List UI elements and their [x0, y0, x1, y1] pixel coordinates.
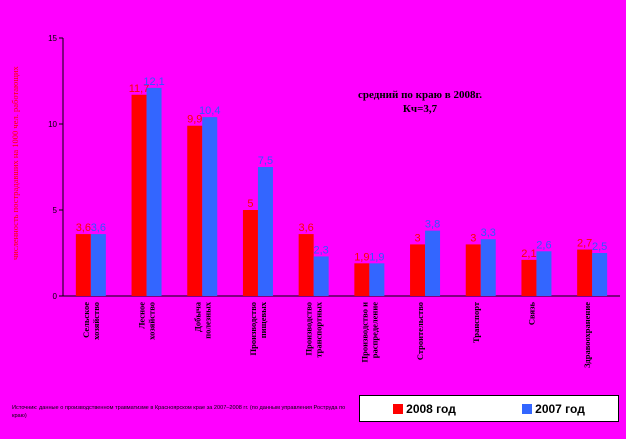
bar-2007	[369, 263, 385, 296]
y-tick-label: 15	[48, 34, 57, 43]
bar-2007	[536, 251, 552, 296]
x-tick-label-line: Транспорт	[471, 301, 481, 343]
x-tick-label-line: транспортных	[314, 301, 324, 357]
chart-legend: 2008 год 2007 год	[359, 395, 619, 422]
bar-2007	[257, 167, 273, 296]
bar-label-2008: 3	[414, 232, 420, 244]
bar-label-2008: 1,9	[354, 251, 369, 263]
bar-label-2008: 3	[470, 232, 476, 244]
x-tick-label-line: полезных	[202, 301, 212, 339]
bar-label-2007: 1,9	[369, 251, 384, 263]
x-tick-label-line: Добыча	[192, 301, 202, 332]
bar-2007	[592, 253, 608, 296]
x-tick-label: Лесноехозяйство	[137, 302, 157, 340]
bar-label-2008: 11,7	[129, 83, 150, 95]
x-tick-label: Строительство	[415, 302, 425, 360]
x-tick-label: Связь	[526, 302, 536, 326]
bar-2007	[425, 230, 441, 296]
x-tick-label-line: распределение	[369, 302, 379, 358]
x-tick-label-line: хозяйство	[91, 302, 101, 340]
bar-label-2007: 3,3	[481, 227, 496, 239]
source-note: Источник: данные о производственном трав…	[12, 405, 346, 419]
bar-label-2007: 3,8	[425, 219, 440, 231]
bar-2008	[465, 244, 481, 296]
x-tick-label: Добычаполезных	[192, 301, 212, 339]
bar-2008	[75, 234, 91, 296]
average-annotation: средний по краю в 2008г. Кч=3,7	[330, 88, 510, 116]
x-tick-label-line: Производство и	[359, 302, 369, 363]
x-tick-label: Производствопищевых	[248, 301, 268, 355]
bar-2008	[298, 234, 314, 296]
bar-2008	[577, 249, 593, 296]
bar-2008	[131, 94, 147, 296]
bar-2008	[242, 210, 258, 296]
x-tick-label-line: Связь	[526, 302, 536, 326]
y-tick-label: 5	[53, 206, 58, 215]
bar-label-2007: 2,3	[314, 244, 329, 256]
legend-swatch-2008	[393, 403, 404, 414]
y-tick-label: 0	[53, 292, 58, 301]
x-tick-label: Производство ираспределение	[359, 302, 379, 363]
legend-swatch-2007	[522, 403, 533, 414]
x-tick-label-line: Лесное	[137, 302, 147, 329]
bar-2008	[354, 263, 370, 296]
bar-label-2008: 5	[247, 198, 253, 210]
bar-2008	[521, 259, 537, 296]
bar-label-2008: 2,7	[577, 238, 592, 250]
x-tick-label: Сельскоехозяйство	[81, 302, 101, 340]
bar-label-2007: 12,1	[143, 76, 164, 88]
x-tick-label-line: Здравоохранение	[582, 302, 592, 368]
x-tick-label-line: пищевых	[258, 301, 268, 338]
bar-2008	[410, 244, 426, 296]
bar-2007	[313, 256, 329, 296]
x-tick-label-line: Производство	[304, 302, 314, 355]
bar-2007	[146, 87, 162, 296]
bar-label-2007: 2,5	[592, 241, 607, 253]
x-tick-label-line: Производство	[248, 302, 258, 355]
bar-2007	[202, 117, 218, 297]
bar-2007	[480, 239, 496, 296]
legend-label-2008: 2008 год	[406, 401, 456, 416]
x-tick-label: Производствотранспортных	[304, 301, 324, 357]
average-annotation-line-1: средний по краю в 2008г.	[358, 89, 482, 101]
x-tick-label-line: хозяйство	[147, 302, 157, 340]
legend-item-2007: 2007 год	[522, 402, 585, 416]
bar-label-2007: 2,6	[536, 239, 551, 251]
bar-label-2007: 3,6	[91, 222, 106, 234]
legend-label-2007: 2007 год	[535, 401, 585, 416]
bar-label-2008: 3,6	[76, 222, 91, 234]
bar-label-2007: 10,4	[199, 105, 220, 117]
average-annotation-line-2: Кч=3,7	[402, 103, 438, 115]
bar-label-2007: 7,5	[258, 155, 273, 167]
bar-label-2008: 9,9	[187, 114, 202, 126]
bar-label-2008: 3,6	[299, 222, 314, 234]
x-tick-label: Транспорт	[471, 301, 481, 343]
x-tick-label-line: Сельское	[81, 302, 91, 338]
x-tick-label: Здравоохранение	[582, 302, 592, 368]
x-tick-label-line: Строительство	[415, 302, 425, 360]
y-tick-label: 10	[48, 120, 57, 129]
legend-item-2008: 2008 год	[393, 402, 456, 416]
bar-label-2008: 2,1	[521, 248, 536, 260]
bar-2008	[187, 125, 203, 296]
bar-2007	[90, 234, 106, 296]
